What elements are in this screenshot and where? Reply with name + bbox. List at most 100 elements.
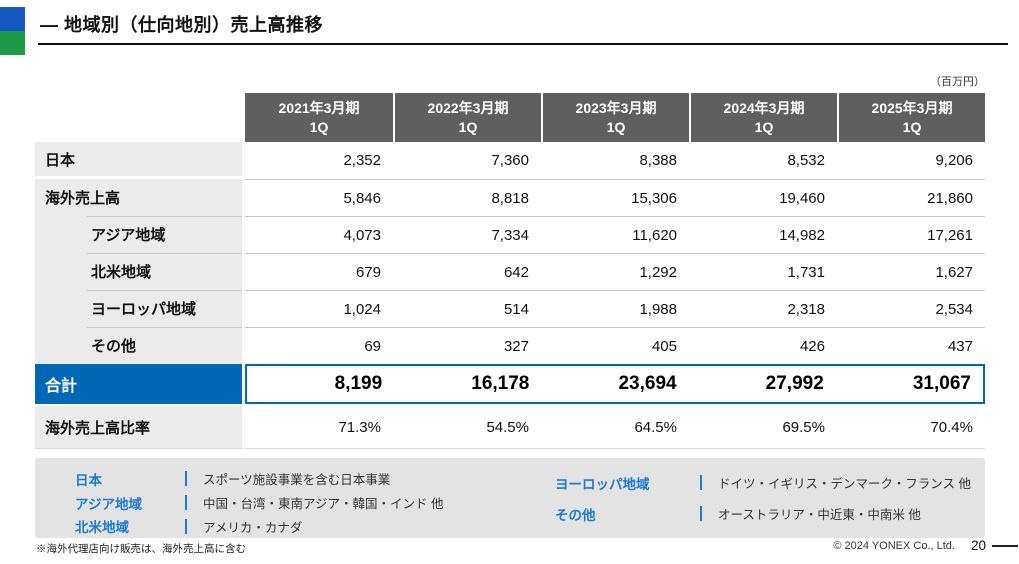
ratio-cell-value: 71.3%	[245, 406, 393, 449]
row-label: 北米地域	[35, 253, 245, 290]
copyright-text: © 2024 YONEX Co., Ltd.	[833, 539, 955, 552]
legend-column: ヨーロッパ地域 ドイツ・イギリス・デンマーク・フランス 他その他 オーストラリア・中…	[555, 467, 971, 538]
cell-value: 405	[541, 327, 689, 364]
cell-value: 69	[245, 327, 393, 364]
cell-value: 2,318	[689, 290, 837, 327]
cell-value: 11,620	[541, 216, 689, 253]
cell-value: 1,292	[541, 253, 689, 290]
cell-value: 17,261	[837, 216, 985, 253]
legend-item: 日本 スポーツ施設事業を含む日本事業	[75, 467, 555, 491]
logo-blue-square	[0, 7, 25, 31]
ratio-cell-value: 70.4%	[837, 406, 985, 449]
legend-item: その他 オーストラリア・中近東・中南米 他	[555, 498, 971, 529]
column-header-quarter: 1Q	[458, 118, 478, 135]
column-header-quarter: 1Q	[902, 118, 922, 135]
cell-value: 642	[393, 253, 541, 290]
column-header: 2021年3月期 1Q	[245, 93, 393, 142]
row-label: ヨーロッパ地域	[35, 290, 245, 327]
cell-value: 426	[689, 327, 837, 364]
legend-region-description: 中国・台湾・東南アジア・韓国・インド 他	[203, 497, 444, 511]
cell-value: 679	[245, 253, 393, 290]
legend-separator-bar	[700, 475, 702, 490]
cell-value: 8,388	[541, 142, 689, 179]
column-header-quarter: 1Q	[606, 118, 626, 135]
legend-separator-bar	[185, 518, 187, 534]
table-row: 日本 2,352 7,360 8,388 8,532 9,206	[35, 142, 985, 179]
cell-value: 2,352	[245, 142, 393, 179]
cell-value: 514	[393, 290, 541, 327]
ratio-cell-value: 64.5%	[541, 406, 689, 449]
total-cell-value: 27,992	[765, 373, 824, 394]
column-header-period: 2023年3月期	[575, 100, 657, 117]
legend-item: アジア地域 中国・台湾・東南アジア・韓国・インド 他	[75, 491, 555, 515]
column-header: 2023年3月期 1Q	[541, 93, 689, 142]
footer: © 2024 YONEX Co., Ltd. 20	[833, 538, 1018, 553]
title-underline	[38, 43, 1008, 45]
row-label: アジア地域	[35, 216, 245, 253]
cell-value: 8,532	[689, 142, 837, 179]
total-cell-value: 16,178	[471, 373, 530, 394]
column-header-quarter: 1Q	[309, 118, 329, 135]
yonex-logo	[0, 7, 25, 55]
cell-value: 437	[837, 327, 985, 364]
page-title: ― 地域別（仕向地別）売上高推移	[40, 15, 323, 35]
unit-note: （百万円）	[930, 76, 985, 88]
column-header: 2022年3月期 1Q	[393, 93, 541, 142]
cell-value: 1,731	[689, 253, 837, 290]
total-cell-value: 8,199	[334, 373, 383, 394]
table-row: 北米地域 679 642 1,292 1,731 1,627	[35, 253, 985, 290]
column-header-quarter: 1Q	[754, 118, 774, 135]
legend-separator-bar	[700, 506, 702, 521]
legend-region-name: その他	[555, 507, 596, 523]
table-row: ヨーロッパ地域 1,024 514 1,988 2,318 2,534	[35, 290, 985, 327]
ratio-row-label: 海外売上高比率	[35, 406, 245, 449]
legend-region-name: ヨーロッパ地域	[555, 476, 650, 492]
cell-value: 19,460	[689, 179, 837, 216]
total-row: 合計 8,199 16,178 23,694 27,992 31,067	[35, 364, 985, 404]
legend-region-description: スポーツ施設事業を含む日本事業	[203, 473, 391, 488]
legend-region-description: ドイツ・イギリス・デンマーク・フランス 他	[718, 477, 971, 491]
legend-region-description: アメリカ・カナダ	[203, 520, 303, 535]
ratio-cell-value: 69.5%	[689, 406, 837, 449]
total-row-label: 合計	[35, 364, 245, 404]
cell-value: 14,982	[689, 216, 837, 253]
cell-value: 327	[393, 327, 541, 364]
cell-value: 15,306	[541, 179, 689, 216]
row-label: 海外売上高	[35, 179, 245, 216]
regional-sales-table: 2021年3月期 1Q 2022年3月期 1Q 2023年3月期 1Q 2024年3月期 1Q…	[35, 93, 985, 449]
cell-value: 7,334	[393, 216, 541, 253]
table-row: 海外売上高 5,846 8,818 15,306 19,460 21,860	[35, 179, 985, 216]
cell-value: 1,627	[837, 253, 985, 290]
table-row: その他 69 327 405 426 437	[35, 327, 985, 364]
legend-separator-bar	[185, 495, 187, 510]
table-body: 日本 2,352 7,360 8,388 8,532 9,206 海外売上高 5,846 8,8…	[35, 142, 985, 364]
column-header: 2025年3月期 1Q	[837, 93, 985, 142]
table-row: アジア地域 4,073 7,334 11,620 14,982 17,261	[35, 216, 985, 253]
cell-value: 4,073	[245, 216, 393, 253]
column-header-period: 2022年3月期	[427, 100, 509, 117]
cell-value: 21,860	[837, 179, 985, 216]
page-number: 20	[970, 538, 986, 553]
legend-region-name: アジア地域	[75, 496, 142, 512]
region-legend-box: 日本 スポーツ施設事業を含む日本事業アジア地域 中国・台湾・東南アジア・韓国・インド…	[35, 458, 985, 538]
cell-value: 2,534	[837, 290, 985, 327]
legend-item: 北米地域 アメリカ・カナダ	[75, 514, 555, 538]
cell-value: 1,988	[541, 290, 689, 327]
column-header: 2024年3月期 1Q	[689, 93, 837, 142]
cell-value: 9,206	[837, 142, 985, 179]
ratio-cell-value: 54.5%	[393, 406, 541, 449]
cell-value: 5,846	[245, 179, 393, 216]
total-cell-value: 23,694	[618, 373, 677, 394]
page-number-dash	[992, 544, 1018, 547]
total-cell-value: 31,067	[912, 373, 971, 394]
total-values-box: 8,199 16,178 23,694 27,992 31,067	[245, 364, 985, 404]
row-label: その他	[35, 327, 245, 364]
column-header-period: 2021年3月期	[278, 100, 360, 117]
header-spacer	[35, 93, 245, 142]
overseas-ratio-row: 海外売上高比率 71.3% 54.5% 64.5% 69.5% 70.4%	[35, 406, 985, 449]
column-header-period: 2025年3月期	[871, 100, 953, 117]
row-label: 日本	[35, 142, 245, 179]
legend-column: 日本 スポーツ施設事業を含む日本事業アジア地域 中国・台湾・東南アジア・韓国・インド…	[75, 467, 555, 538]
cell-value: 8,818	[393, 179, 541, 216]
